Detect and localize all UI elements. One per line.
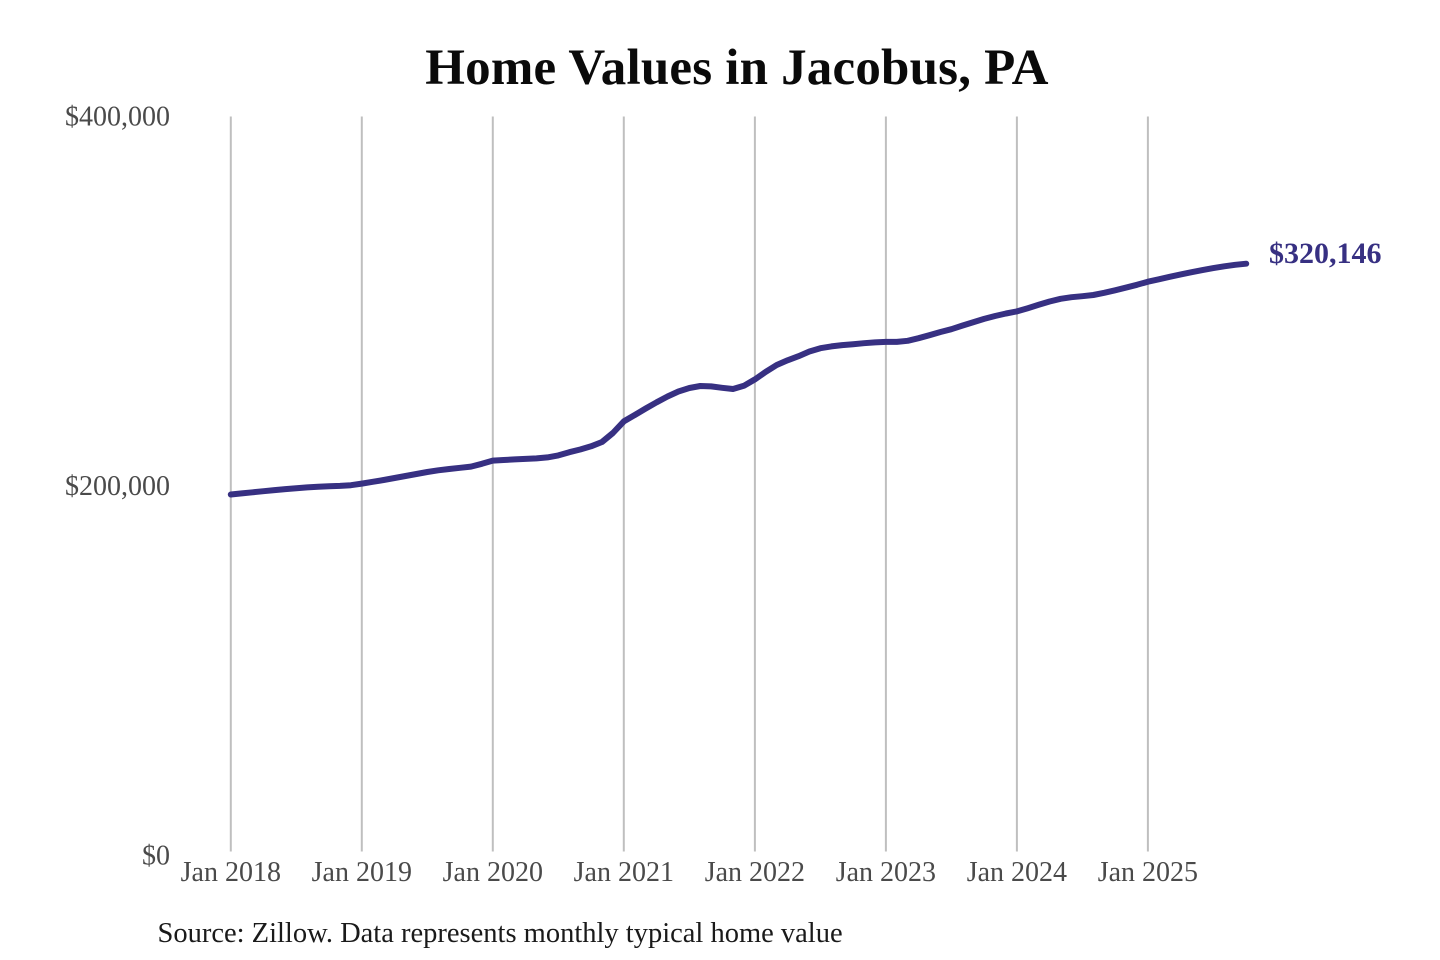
svg-text:Home Values in Jacobus, PA: Home Values in Jacobus, PA	[425, 40, 1048, 96]
svg-text:Jan 2021: Jan 2021	[574, 857, 674, 888]
svg-text:$320,146: $320,146	[1269, 237, 1382, 270]
svg-text:Jan 2023: Jan 2023	[836, 857, 936, 888]
svg-text:Jan 2022: Jan 2022	[705, 857, 805, 888]
svg-text:$200,000: $200,000	[65, 471, 170, 502]
svg-text:Jan 2020: Jan 2020	[443, 857, 543, 888]
svg-text:Jan 2019: Jan 2019	[312, 857, 412, 888]
svg-text:$400,000: $400,000	[65, 102, 170, 133]
svg-text:$0: $0	[142, 840, 170, 871]
svg-text:Jan 2024: Jan 2024	[967, 857, 1067, 888]
svg-text:Jan 2025: Jan 2025	[1098, 857, 1198, 888]
svg-text:Source: Zillow. Data represent: Source: Zillow. Data represents monthly …	[158, 918, 843, 949]
svg-text:Jan 2018: Jan 2018	[181, 857, 281, 888]
